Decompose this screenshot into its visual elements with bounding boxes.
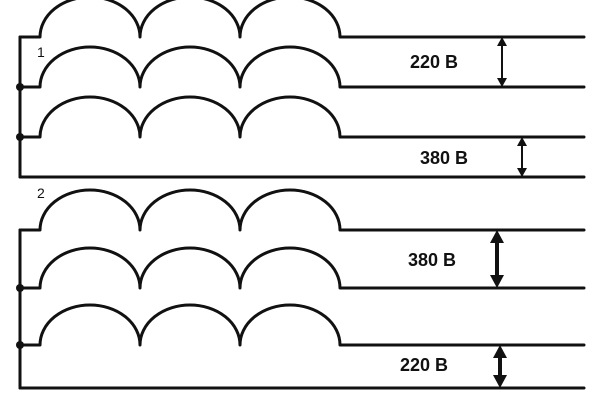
junction-dot	[16, 341, 24, 349]
voltage-arrow-2b	[493, 345, 507, 388]
voltage-arrow-1a	[497, 37, 507, 87]
voltage-arrow-2a	[490, 230, 504, 288]
section-label-1: 1	[37, 44, 45, 60]
section-2: 2 380 В 220 В	[16, 185, 586, 390]
coil-2c	[18, 303, 586, 347]
coil-2b	[18, 246, 586, 290]
voltage-label-2a: 380 В	[408, 250, 456, 270]
voltage-label-1b: 380 В	[420, 148, 468, 168]
voltage-arrow-1b	[517, 137, 527, 177]
section-1: 1 220 В 380 В	[16, 0, 586, 179]
junction-dot	[16, 133, 24, 141]
voltage-label-2b: 220 В	[400, 355, 448, 375]
coil-2a	[18, 188, 586, 232]
junction-dot	[16, 83, 24, 91]
coil-1c	[18, 95, 586, 139]
section-label-2: 2	[37, 185, 45, 201]
coil-1b	[18, 45, 586, 89]
junction-dot	[16, 284, 24, 292]
coil-1a	[18, 0, 586, 39]
voltage-label-1a: 220 В	[410, 52, 458, 72]
